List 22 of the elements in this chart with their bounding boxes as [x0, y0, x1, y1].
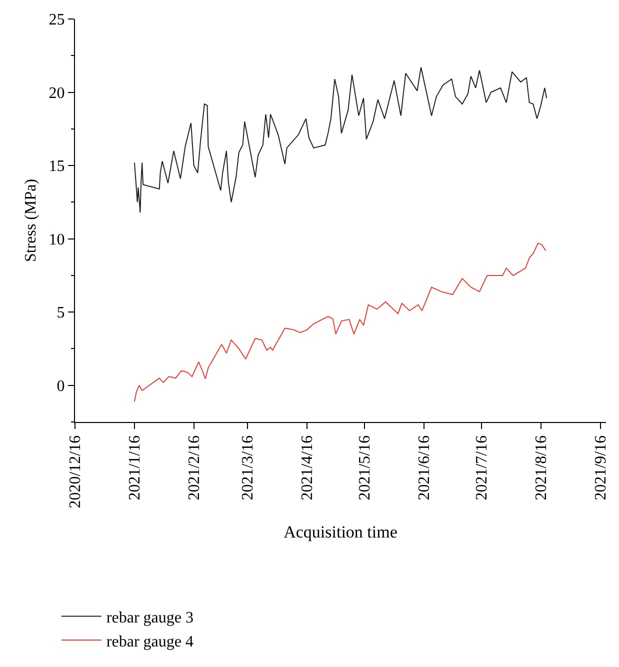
- y-tick-label: 20: [48, 84, 65, 102]
- x-axis-title: Acquisition time: [284, 522, 398, 542]
- x-tick-label: 2021/3/16: [240, 435, 257, 500]
- line-series: [134, 66, 548, 213]
- y-tick-label: 5: [56, 304, 65, 322]
- y-axis-title: Stress (MPa): [22, 178, 40, 262]
- x-tick-label: 2021/8/16: [533, 435, 550, 500]
- x-tick-label: 2021/7/16: [474, 435, 491, 500]
- y-tick-label: 25: [48, 12, 65, 29]
- y-tick-label: 15: [48, 158, 65, 176]
- legend-label: rebar gauge 3: [106, 609, 194, 626]
- legend-label: rebar gauge 4: [106, 633, 194, 650]
- x-tick-label: 2021/5/16: [356, 435, 374, 500]
- x-tick-label: 2021/4/16: [299, 435, 316, 500]
- x-tick-label: 2021/9/16: [592, 435, 610, 500]
- x-tick-label: 2020/12/16: [67, 435, 84, 508]
- x-tick-label: 2021/1/16: [126, 435, 144, 500]
- y-tick-label: 10: [48, 231, 65, 248]
- y-tick-label: 0: [56, 378, 65, 395]
- line-series: [134, 242, 546, 402]
- x-tick-label: 2021/6/16: [416, 435, 434, 500]
- x-tick-label: 2021/2/16: [186, 435, 204, 500]
